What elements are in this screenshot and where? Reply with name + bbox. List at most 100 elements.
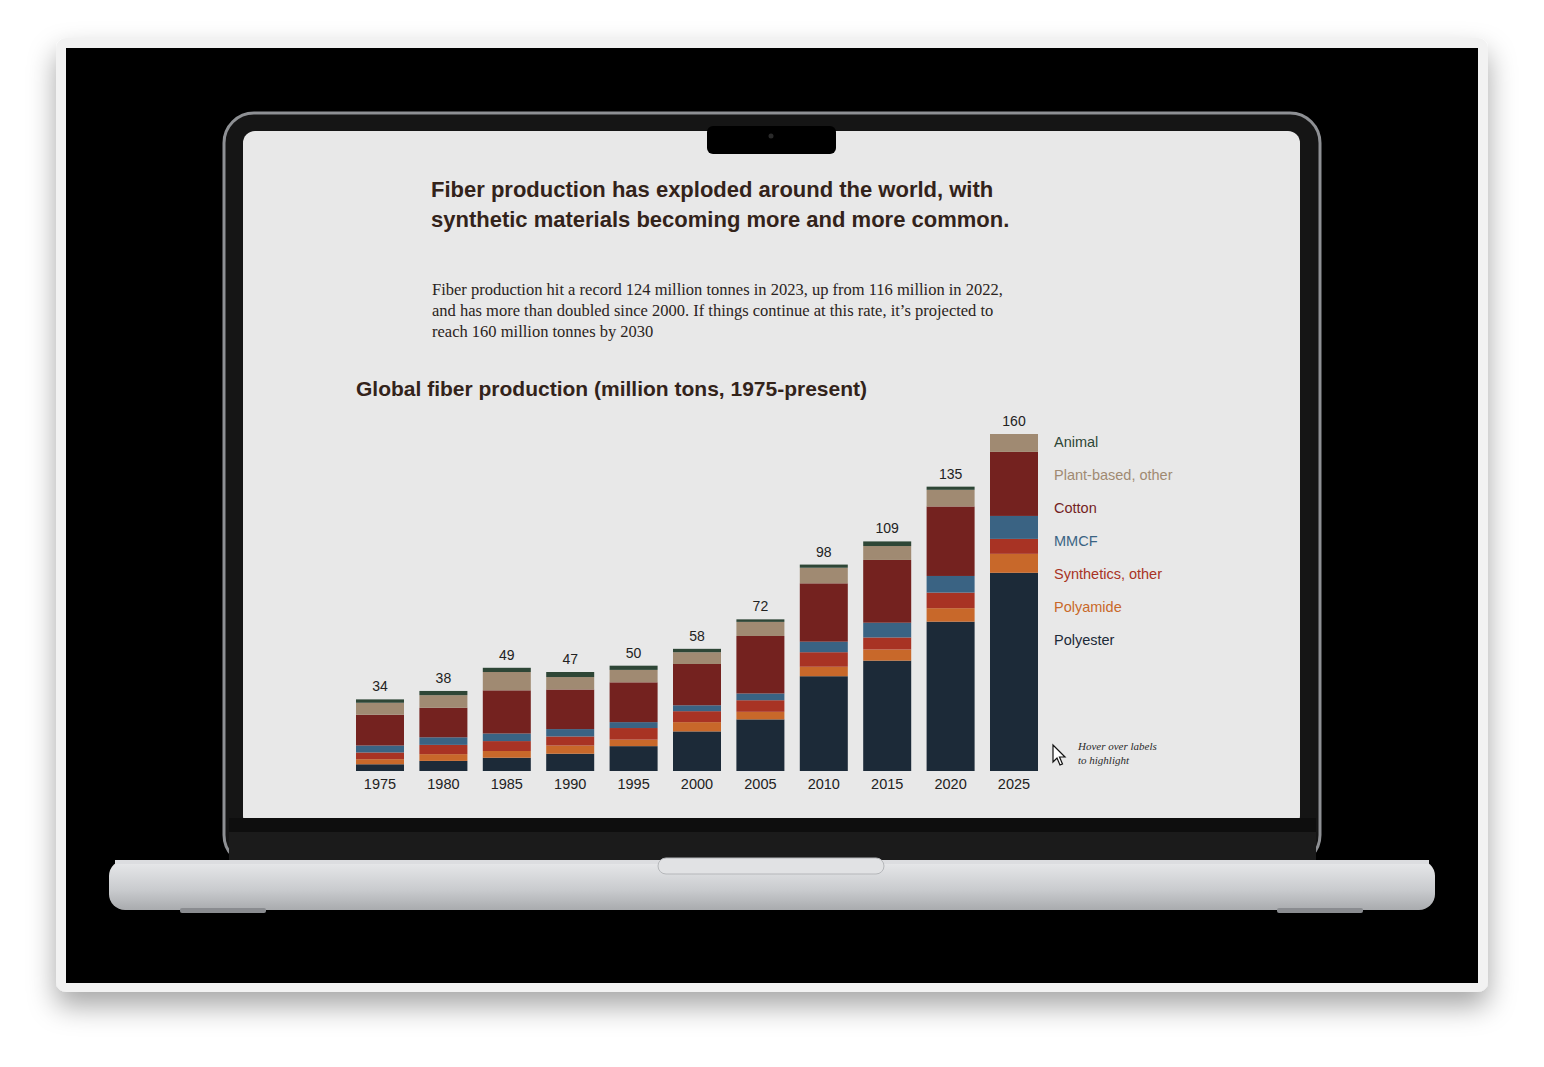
legend-entry[interactable]: MMCF [1054, 533, 1098, 549]
bars [356, 434, 1038, 771]
bar-segment [736, 700, 784, 712]
bar-segment [419, 745, 467, 754]
bar-segment [610, 666, 658, 670]
intro-text: Fiber production hit a record 124 millio… [432, 280, 1003, 299]
bar-segment [610, 746, 658, 771]
bar-segment [483, 690, 531, 733]
intro-text: reach 160 million tonnes by 2030 [432, 322, 653, 341]
bar-segment [419, 691, 467, 695]
category-label: 1995 [617, 776, 649, 792]
bar-segment [800, 568, 848, 584]
total-label: 109 [876, 520, 900, 536]
bar-segment [356, 759, 404, 764]
bar-segment [927, 490, 975, 507]
bar-segment [483, 734, 531, 742]
hint-text: Hover over labels [1077, 740, 1157, 752]
total-label: 50 [626, 645, 642, 661]
bar-segment [990, 434, 1038, 452]
bar-segment [863, 661, 911, 771]
bar-segment [673, 722, 721, 731]
bar-segment [356, 715, 404, 746]
intro-text: and has more than doubled since 2000. If… [432, 301, 993, 320]
bar-segment [863, 541, 911, 546]
cursor-icon [1053, 745, 1065, 765]
bar-segment [419, 695, 467, 708]
bezel [229, 818, 1316, 862]
legend-entry[interactable]: Animal [1054, 434, 1098, 450]
bar-segment [483, 668, 531, 672]
total-label: 160 [1002, 413, 1026, 429]
bar-segment [546, 672, 594, 677]
category-label: 1990 [554, 776, 586, 792]
chart-title: Global fiber production (million tons, 1… [356, 377, 867, 400]
bar-segment [546, 677, 594, 689]
total-label: 72 [753, 598, 769, 614]
bar-segment [356, 703, 404, 715]
bar-segment [356, 752, 404, 759]
category-label: 1985 [491, 776, 523, 792]
category-label: 2015 [871, 776, 903, 792]
total-label: 135 [939, 466, 963, 482]
legend-entry[interactable]: Synthetics, other [1054, 566, 1162, 582]
bar-segment [356, 699, 404, 702]
card [56, 38, 1488, 992]
bar-segment [800, 565, 848, 568]
legend-entry[interactable]: Polyamide [1054, 599, 1122, 615]
bar-segment [736, 712, 784, 720]
category-label: 2020 [934, 776, 966, 792]
bar-segment [356, 764, 404, 771]
category-label: 2025 [998, 776, 1030, 792]
bar-segment [990, 434, 1038, 435]
total-label: 98 [816, 544, 832, 560]
category-label: 2010 [808, 776, 840, 792]
bar-segment [863, 637, 911, 649]
total-label: 47 [562, 651, 578, 667]
bar-segment [800, 667, 848, 676]
category-label: 2005 [744, 776, 776, 792]
bar-segment [419, 754, 467, 761]
total-label: 49 [499, 647, 515, 663]
bar-segment [673, 731, 721, 771]
bar-segment [419, 737, 467, 745]
hinge [229, 832, 1316, 860]
screen [243, 131, 1300, 828]
foot [1277, 908, 1363, 913]
bar-segment [863, 560, 911, 623]
legend-entry[interactable]: Cotton [1054, 500, 1097, 516]
headline: synthetic materials becoming more and mo… [431, 207, 1009, 232]
bar-segment [800, 583, 848, 641]
bar-segment [610, 722, 658, 728]
bar-segment [927, 506, 975, 576]
bar-segment [927, 487, 975, 490]
bar-segment [800, 642, 848, 653]
bar-segment [610, 682, 658, 722]
bar-segment [736, 622, 784, 636]
bar-segment [673, 664, 721, 705]
chart: Fiber production has exploded around the… [0, 0, 1544, 1067]
camera [769, 134, 774, 139]
bar-segment [546, 754, 594, 771]
bar-segment [863, 649, 911, 660]
bar-segment [927, 608, 975, 621]
bar-segment [990, 573, 1038, 771]
bar-segment [546, 736, 594, 745]
bar-segment [546, 746, 594, 754]
category-label: 1975 [364, 776, 396, 792]
total-label: 34 [372, 678, 388, 694]
bar-segment [927, 576, 975, 593]
bar-segment [990, 516, 1038, 539]
thumb-notch [658, 858, 884, 874]
bar-segment [419, 708, 467, 737]
bar-segment [610, 670, 658, 682]
bar-segment [863, 623, 911, 638]
bar-segment [736, 636, 784, 694]
bar-segment [673, 652, 721, 664]
bar-segment [927, 593, 975, 609]
hint-text: to highlight [1078, 754, 1130, 766]
bar-segment [990, 554, 1038, 573]
headline: Fiber production has exploded around the… [431, 177, 993, 202]
legend-entry[interactable]: Polyester [1054, 632, 1115, 648]
bar-segment [546, 689, 594, 729]
bar-segment [736, 693, 784, 700]
legend-entry[interactable]: Plant-based, other [1054, 467, 1173, 483]
